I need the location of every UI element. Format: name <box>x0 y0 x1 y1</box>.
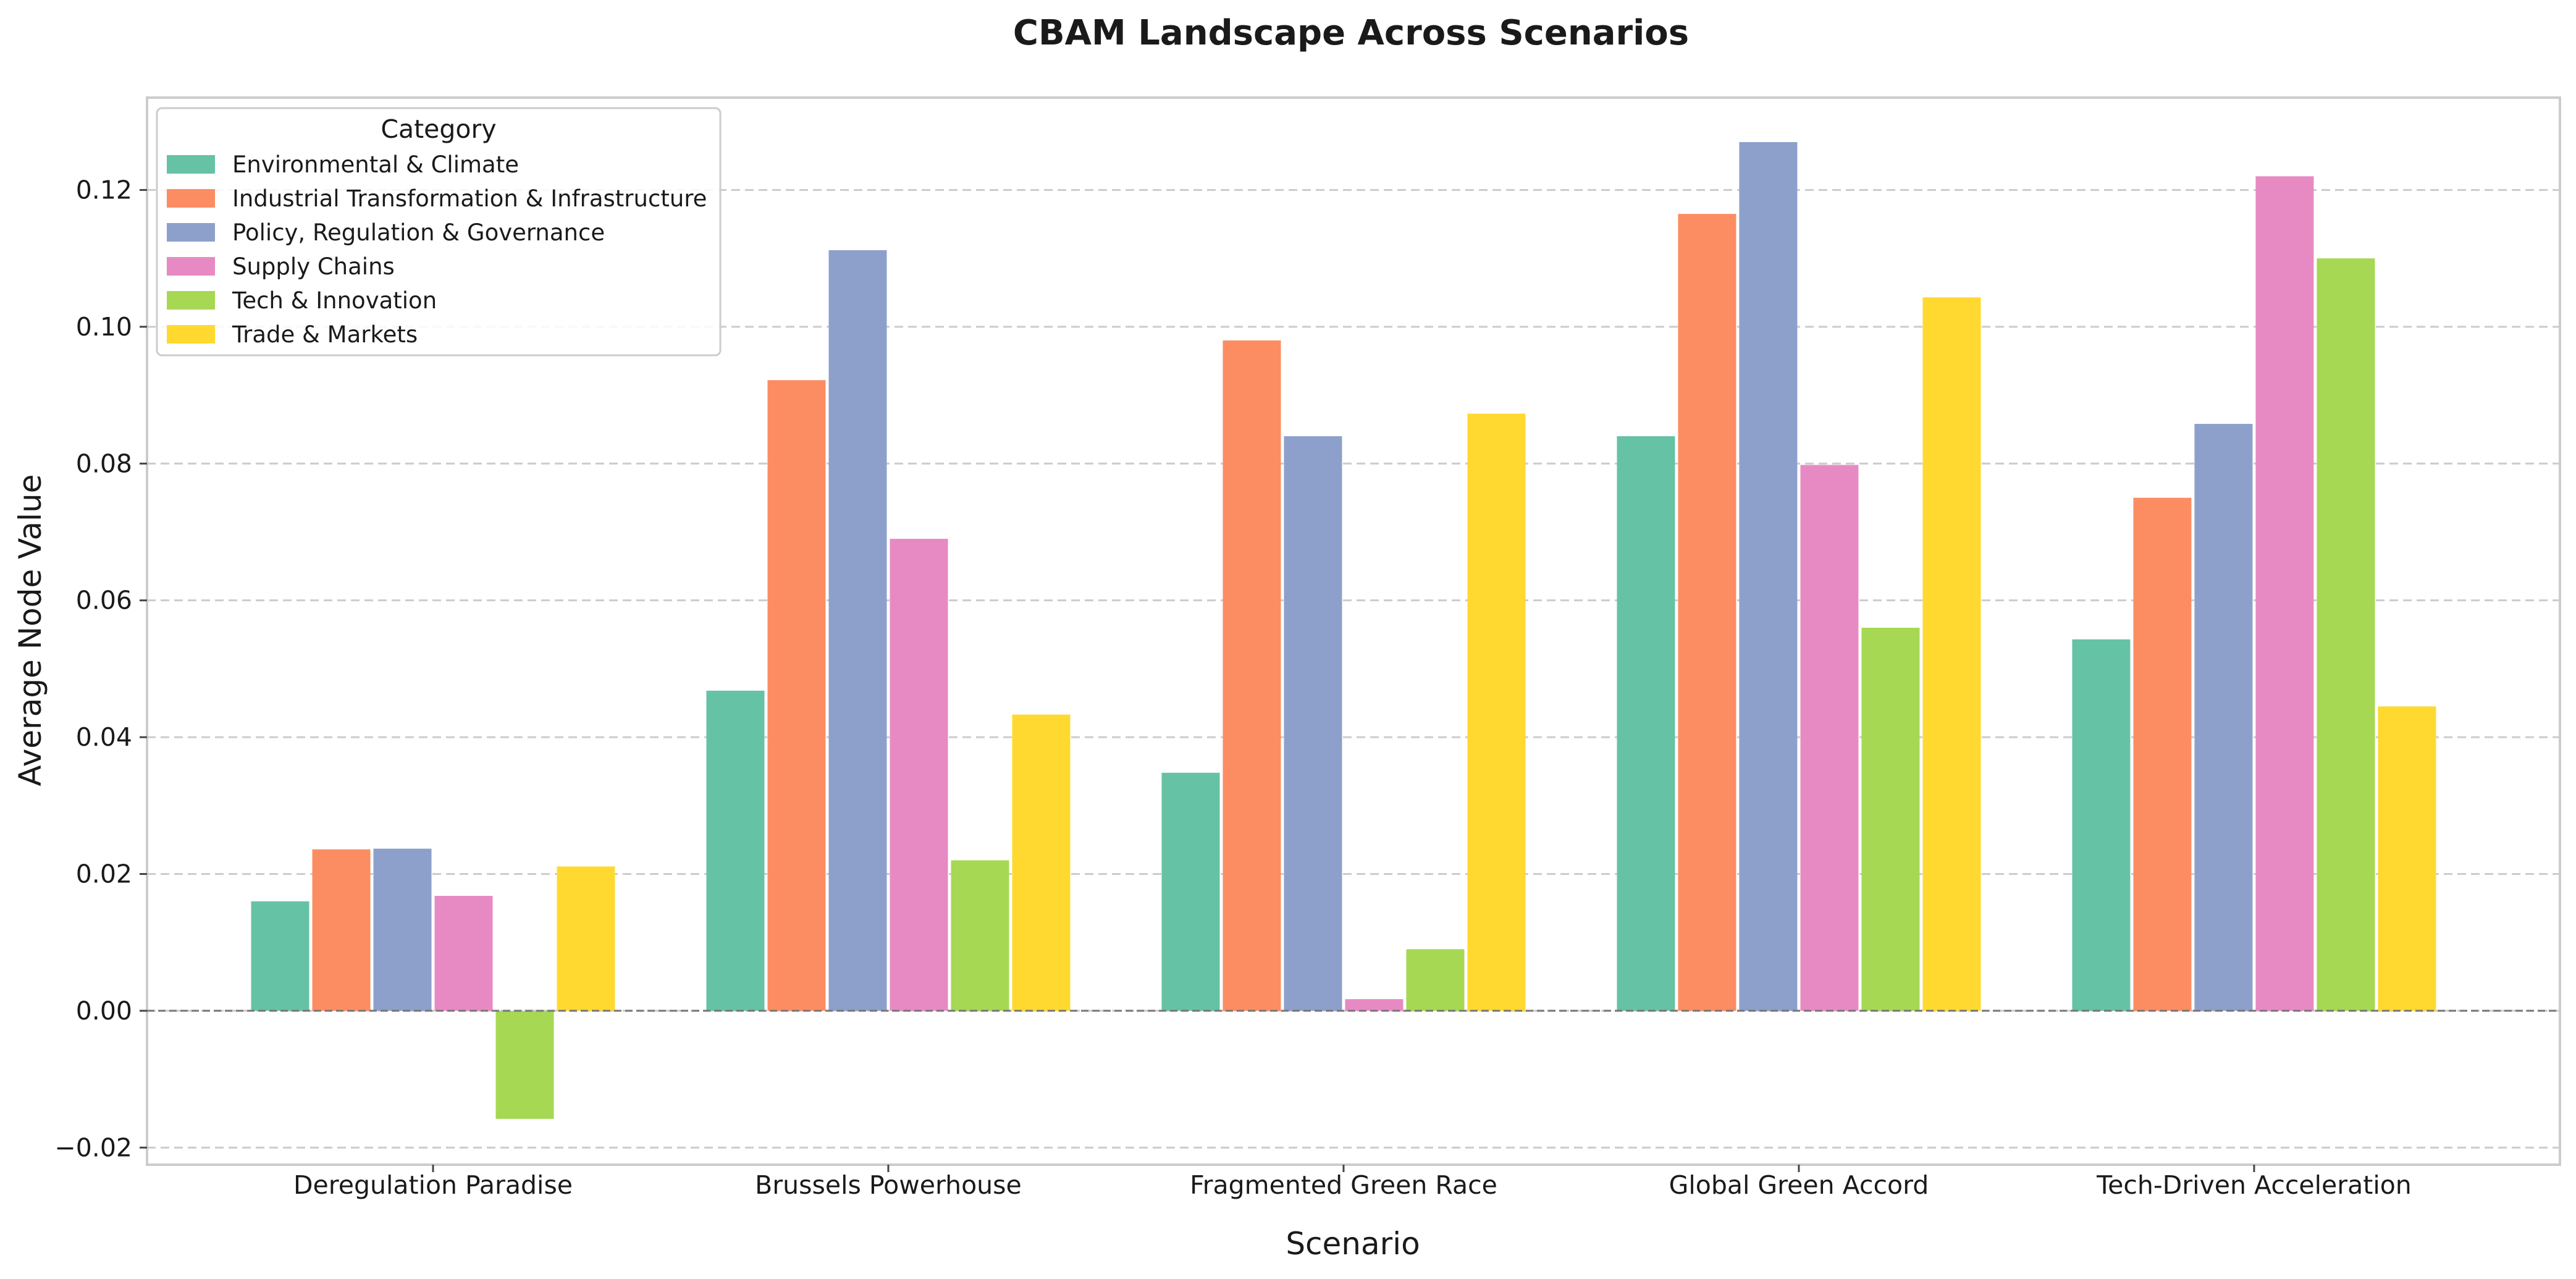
bar <box>1012 714 1071 1011</box>
bar <box>373 848 432 1011</box>
bar <box>1678 214 1736 1011</box>
legend-label: Supply Chains <box>232 253 395 280</box>
bar <box>1406 949 1465 1011</box>
bar <box>1800 465 1859 1011</box>
bar <box>2133 497 2192 1011</box>
legend-swatch <box>167 291 215 310</box>
bar <box>890 539 948 1011</box>
x-axis-label: Scenario <box>1286 1226 1420 1262</box>
bar <box>2378 706 2436 1011</box>
bar <box>1345 999 1404 1011</box>
legend-swatch <box>167 223 215 242</box>
x-tick-label: Deregulation Paradise <box>293 1170 573 1200</box>
y-tick-label: 0.08 <box>76 449 132 478</box>
bar <box>828 250 887 1011</box>
y-tick-label: 0.06 <box>76 586 132 615</box>
bar <box>951 860 1009 1011</box>
y-axis-label: Average Node Value <box>12 475 48 787</box>
legend-label: Policy, Regulation & Governance <box>232 219 605 246</box>
bar <box>251 901 309 1011</box>
bar <box>2194 424 2253 1011</box>
bar <box>1861 627 1920 1011</box>
legend-swatch <box>167 155 215 174</box>
bar <box>1617 436 1675 1011</box>
bar <box>312 849 371 1011</box>
bar <box>434 895 493 1011</box>
legend-label: Environmental & Climate <box>232 151 519 178</box>
legend-swatch <box>167 189 215 208</box>
x-tick-label: Tech-Driven Acceleration <box>2096 1170 2412 1200</box>
x-axis-ticks: Deregulation Paradise Brussels Powerhouse… <box>293 1165 2412 1200</box>
bar <box>2072 639 2131 1011</box>
x-tick-label: Global Green Accord <box>1669 1170 1929 1200</box>
legend: Category Environmental & Climate Industri… <box>156 107 722 357</box>
chart-title: CBAM Landscape Across Scenarios <box>1013 13 1689 53</box>
bar <box>1284 436 1342 1011</box>
y-axis-ticks: −0.02 0.00 0.02 0.04 0.06 0.08 0.10 0.12 <box>54 175 147 1162</box>
bar <box>2317 258 2375 1011</box>
legend-label: Industrial Transformation & Infrastructu… <box>232 185 707 212</box>
legend-swatch <box>167 325 215 344</box>
bar <box>1223 340 1281 1011</box>
y-tick-label: 0.00 <box>76 996 132 1026</box>
y-tick-label: 0.12 <box>76 175 132 205</box>
y-tick-label: 0.10 <box>76 312 132 342</box>
legend-box <box>156 107 722 357</box>
legend-label: Trade & Markets <box>232 321 418 348</box>
bar <box>1922 297 1981 1011</box>
bar <box>557 866 615 1011</box>
legend-items: Environmental & Climate Industrial Transf… <box>167 151 707 348</box>
bar <box>1739 141 1798 1011</box>
bar <box>2255 176 2314 1011</box>
x-tick-label: Brussels Powerhouse <box>755 1170 1022 1200</box>
legend-title: Category <box>381 114 496 144</box>
y-tick-label: −0.02 <box>54 1133 132 1162</box>
bar <box>1161 772 1220 1011</box>
x-tick-label: Fragmented Green Race <box>1190 1170 1497 1200</box>
bar <box>706 690 765 1011</box>
bar <box>767 380 826 1011</box>
bars <box>251 141 2436 1119</box>
bar <box>495 1010 554 1119</box>
y-tick-label: 0.04 <box>76 722 132 752</box>
legend-label: Tech & Innovation <box>232 287 437 314</box>
y-tick-label: 0.02 <box>76 859 132 889</box>
legend-swatch <box>167 257 215 276</box>
bar <box>1467 413 1526 1011</box>
